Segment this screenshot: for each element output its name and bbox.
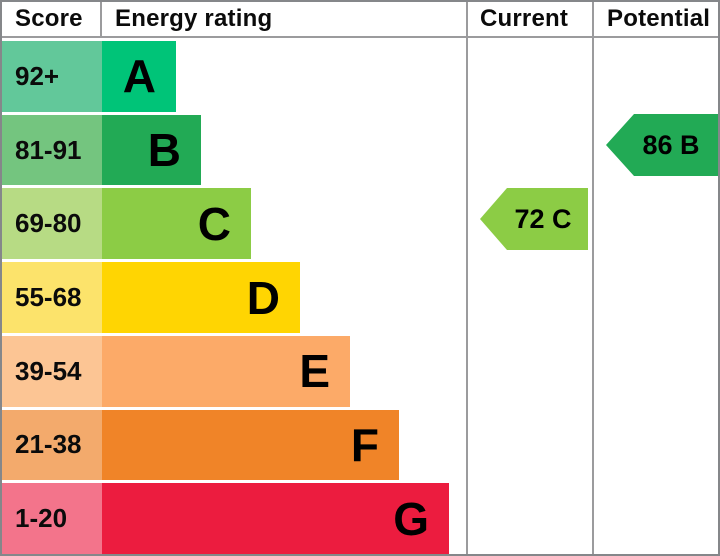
band-letter: F [350,418,379,471]
score-range-label: 92+ [15,60,60,91]
score-range-label: 39-54 [15,355,82,386]
chart-header: Score Energy rating Current Potential [2,2,718,38]
score-range-cell: 92+ [2,41,102,112]
score-range-label: 1-20 [15,503,68,534]
potential-rating-arrow: 86 B [606,114,718,176]
band-letter: D [246,271,280,324]
band-letter: E [299,345,330,398]
band-row-a: 92+ A [2,38,718,112]
band-row-d: 55-68 D [2,259,718,333]
header-current: Current [466,2,592,36]
potential-column-divider [592,38,594,554]
rating-bar-e: E [102,335,350,407]
score-range-cell: 81-91 [2,114,102,186]
score-range-label: 69-80 [15,208,82,239]
band-row-e: 39-54 E [2,333,718,407]
band-row-g: 1-20 G [2,480,718,554]
band-letter: G [393,492,429,545]
score-range-cell: 55-68 [2,262,102,333]
header-potential: Potential [592,2,718,36]
score-range-cell: 39-54 [2,335,102,407]
rating-bar-b: B [102,114,201,186]
band-row-f: 21-38 F [2,407,718,481]
band-row-b: 81-91 B [2,112,718,186]
score-range-label: 81-91 [15,134,82,165]
chart-body: 92+ A 81-91 B 69-80 C 55-68 D 39-54 E 21… [2,38,718,554]
band-row-c: 69-80 C [2,185,718,260]
current-column-divider [466,38,468,554]
potential-rating-label: 86 B [642,129,700,160]
current-rating-label: 72 C [514,203,572,234]
header-energy-rating: Energy rating [115,5,273,32]
band-letter: A [122,50,156,103]
header-score: Score [2,2,102,36]
rating-bar-f: F [102,409,399,481]
score-range-cell: 1-20 [2,483,102,554]
rating-bar-c: C [102,188,251,260]
rating-bar-g: G [102,483,449,554]
score-range-label: 55-68 [15,282,82,313]
score-range-cell: 21-38 [2,409,102,481]
band-letter: C [197,197,231,250]
score-range-label: 21-38 [15,429,82,460]
rating-bar-a: A [102,41,176,112]
score-range-cell: 69-80 [2,188,102,260]
band-letter: B [147,124,181,177]
rating-bar-d: D [102,262,300,333]
